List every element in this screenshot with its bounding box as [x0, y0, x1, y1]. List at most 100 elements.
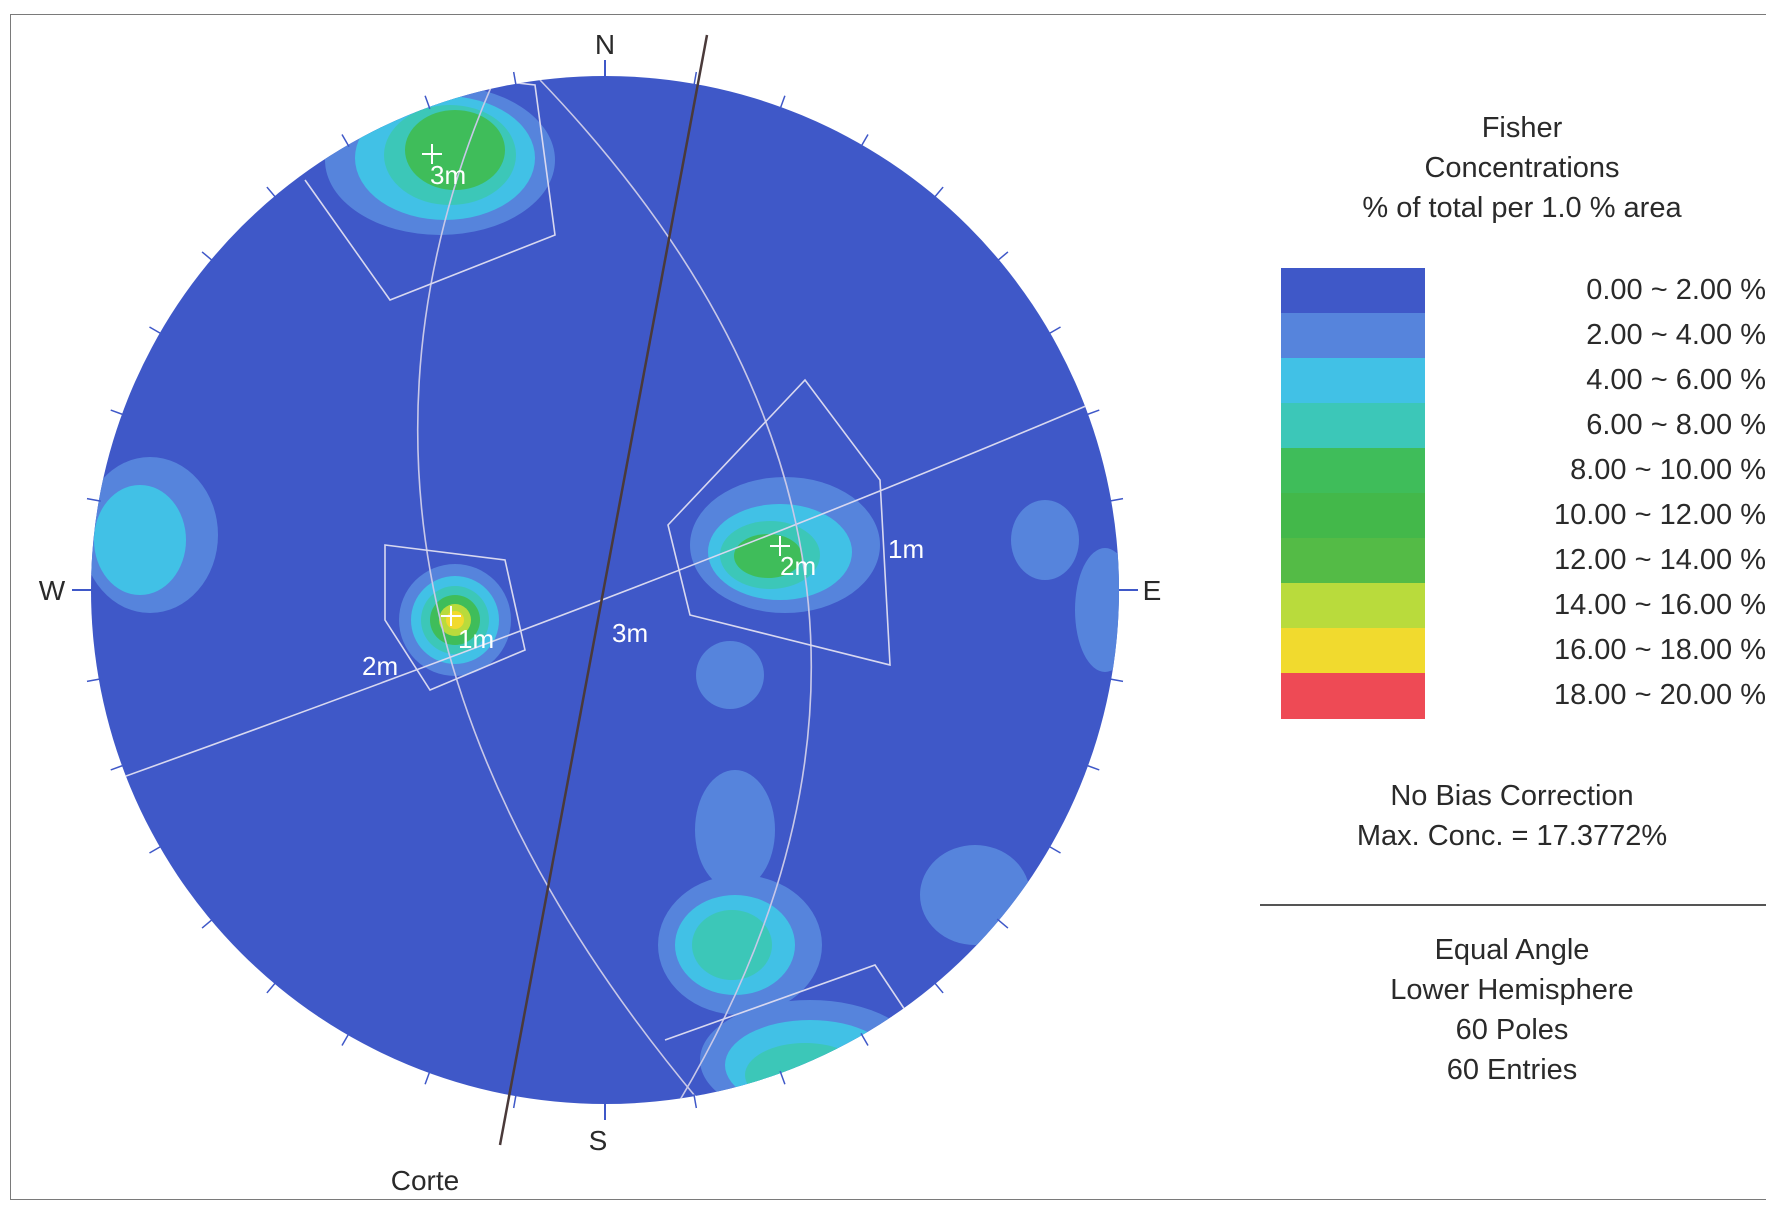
perimeter-tick — [201, 251, 214, 262]
legend-range-label: 8.00 ~ 10.00 % — [1570, 454, 1766, 486]
legend-swatch — [1281, 403, 1425, 449]
projection-label: Equal Angle — [1434, 934, 1590, 966]
label-set2-plane: 2m — [362, 651, 398, 681]
window-set2 — [667, 378, 891, 667]
perimeter-tick — [996, 918, 1009, 929]
perimeter-tick — [512, 1094, 517, 1109]
perimeter-tick — [779, 95, 786, 110]
legend-range-label: 6.00 ~ 8.00 % — [1586, 409, 1766, 441]
legend-swatch — [1281, 538, 1425, 584]
perimeter-tick — [266, 981, 277, 994]
legend-range-label: 2.00 ~ 4.00 % — [1586, 319, 1766, 351]
legend-range-label: 10.00 ~ 12.00 % — [1553, 499, 1766, 531]
legend-swatch — [1281, 358, 1425, 404]
legend-title-line2: Concentrations — [1424, 152, 1620, 184]
legend-range-label: 16.00 ~ 18.00 % — [1553, 634, 1766, 666]
label-set1-plane: 1m — [888, 534, 924, 564]
perimeter-tick — [201, 918, 214, 929]
legend-swatch — [1281, 673, 1425, 719]
south-label: S — [589, 1125, 608, 1156]
pole-marker-set1 — [441, 606, 461, 626]
perimeter-tick — [779, 1070, 786, 1085]
contour-south-inner — [692, 910, 772, 980]
corte-label: Corte — [391, 1165, 459, 1196]
perimeter-tick — [1085, 409, 1100, 416]
label-set3-plane: 3m — [612, 618, 648, 648]
perimeter-tick — [1048, 326, 1061, 335]
pole-marker-set3 — [422, 144, 442, 164]
perimeter-tick — [693, 1094, 698, 1109]
perimeter-tick — [110, 409, 125, 416]
label-set1-pole: 1m — [458, 624, 494, 654]
label-set3-pole: 3m — [430, 160, 466, 190]
legend-range-label: 4.00 ~ 6.00 % — [1586, 364, 1766, 396]
legend-range-label: 18.00 ~ 20.00 % — [1553, 679, 1766, 711]
corte-line — [498, 34, 709, 1146]
legend-range-label: 12.00 ~ 14.00 % — [1553, 544, 1766, 576]
contour-south-stem — [695, 770, 775, 890]
perimeter-tick — [341, 1033, 350, 1046]
perimeter-tick — [860, 134, 869, 147]
perimeter-tick — [266, 186, 277, 199]
window-set3 — [304, 79, 556, 301]
perimeter-tick — [424, 95, 431, 110]
legend-swatch — [1281, 448, 1425, 494]
contour-east-a — [1011, 500, 1079, 580]
perimeter-tick — [149, 326, 162, 335]
contour-east-b — [1075, 548, 1119, 672]
perimeter-tick — [996, 251, 1009, 262]
projection-info: Equal Angle Lower Hemisphere 60 Poles 60… — [1312, 930, 1712, 1090]
perimeter-tick — [149, 845, 162, 854]
entries-count: 60 Entries — [1446, 1054, 1578, 1086]
poles-count: 60 Poles — [1455, 1014, 1569, 1046]
contour-small-a — [696, 641, 764, 709]
legend-range-label: 0.00 ~ 2.00 % — [1586, 274, 1766, 306]
bias-label: No Bias Correction — [1390, 780, 1634, 812]
contour-bottom-inner — [745, 1043, 865, 1104]
contour-set3-core — [405, 110, 505, 190]
perimeter-tick — [110, 764, 125, 771]
perimeter-tick — [86, 497, 101, 502]
contour-southeast — [920, 845, 1030, 945]
legend-swatch — [1281, 628, 1425, 674]
perimeter-tick — [933, 981, 944, 994]
perimeter-tick — [341, 134, 350, 147]
legend-divider — [1260, 904, 1766, 906]
legend-swatch — [1281, 268, 1425, 314]
legend-swatch — [1281, 493, 1425, 539]
legend-swatch — [1281, 583, 1425, 629]
perimeter-tick — [693, 71, 698, 86]
north-label: N — [595, 29, 615, 60]
legend-title-line3: % of total per 1.0 % area — [1362, 192, 1682, 224]
great-circle-2m — [114, 399, 1101, 781]
figure-frame — [10, 14, 1766, 1200]
perimeter-tick — [1109, 678, 1124, 683]
legend-swatch — [1281, 313, 1425, 359]
perimeter-tick — [512, 71, 517, 86]
perimeter-tick — [1085, 764, 1100, 771]
legend-range-label: 14.00 ~ 16.00 % — [1553, 589, 1766, 621]
max-concentration: Max. Conc. = 17.3772% — [1356, 820, 1668, 852]
perimeter-tick — [1109, 497, 1124, 502]
perimeter-tick — [1048, 845, 1061, 854]
perimeter-tick — [86, 678, 101, 683]
perimeter-tick — [933, 186, 944, 199]
legend-title: Fisher Concentrations % of total per 1.0… — [1312, 108, 1732, 228]
east-label: E — [1143, 575, 1162, 606]
perimeter-ticks — [86, 71, 1124, 1109]
window-set1 — [384, 544, 526, 691]
great-circle-1m — [539, 79, 812, 1101]
window-south — [664, 964, 906, 1041]
legend-title-line1: Fisher — [1481, 112, 1563, 144]
great-circle-3m — [416, 77, 701, 1103]
pole-marker-set2 — [770, 536, 790, 556]
label-set2-pole: 2m — [780, 551, 816, 581]
west-label: W — [39, 575, 66, 606]
hemisphere-label: Lower Hemisphere — [1390, 974, 1634, 1006]
perimeter-tick — [424, 1070, 431, 1085]
stereonet-circle — [91, 76, 1119, 1104]
bias-info: No Bias Correction Max. Conc. = 17.3772% — [1312, 776, 1712, 856]
perimeter-tick — [860, 1033, 869, 1046]
contour-west-inner — [94, 485, 186, 595]
